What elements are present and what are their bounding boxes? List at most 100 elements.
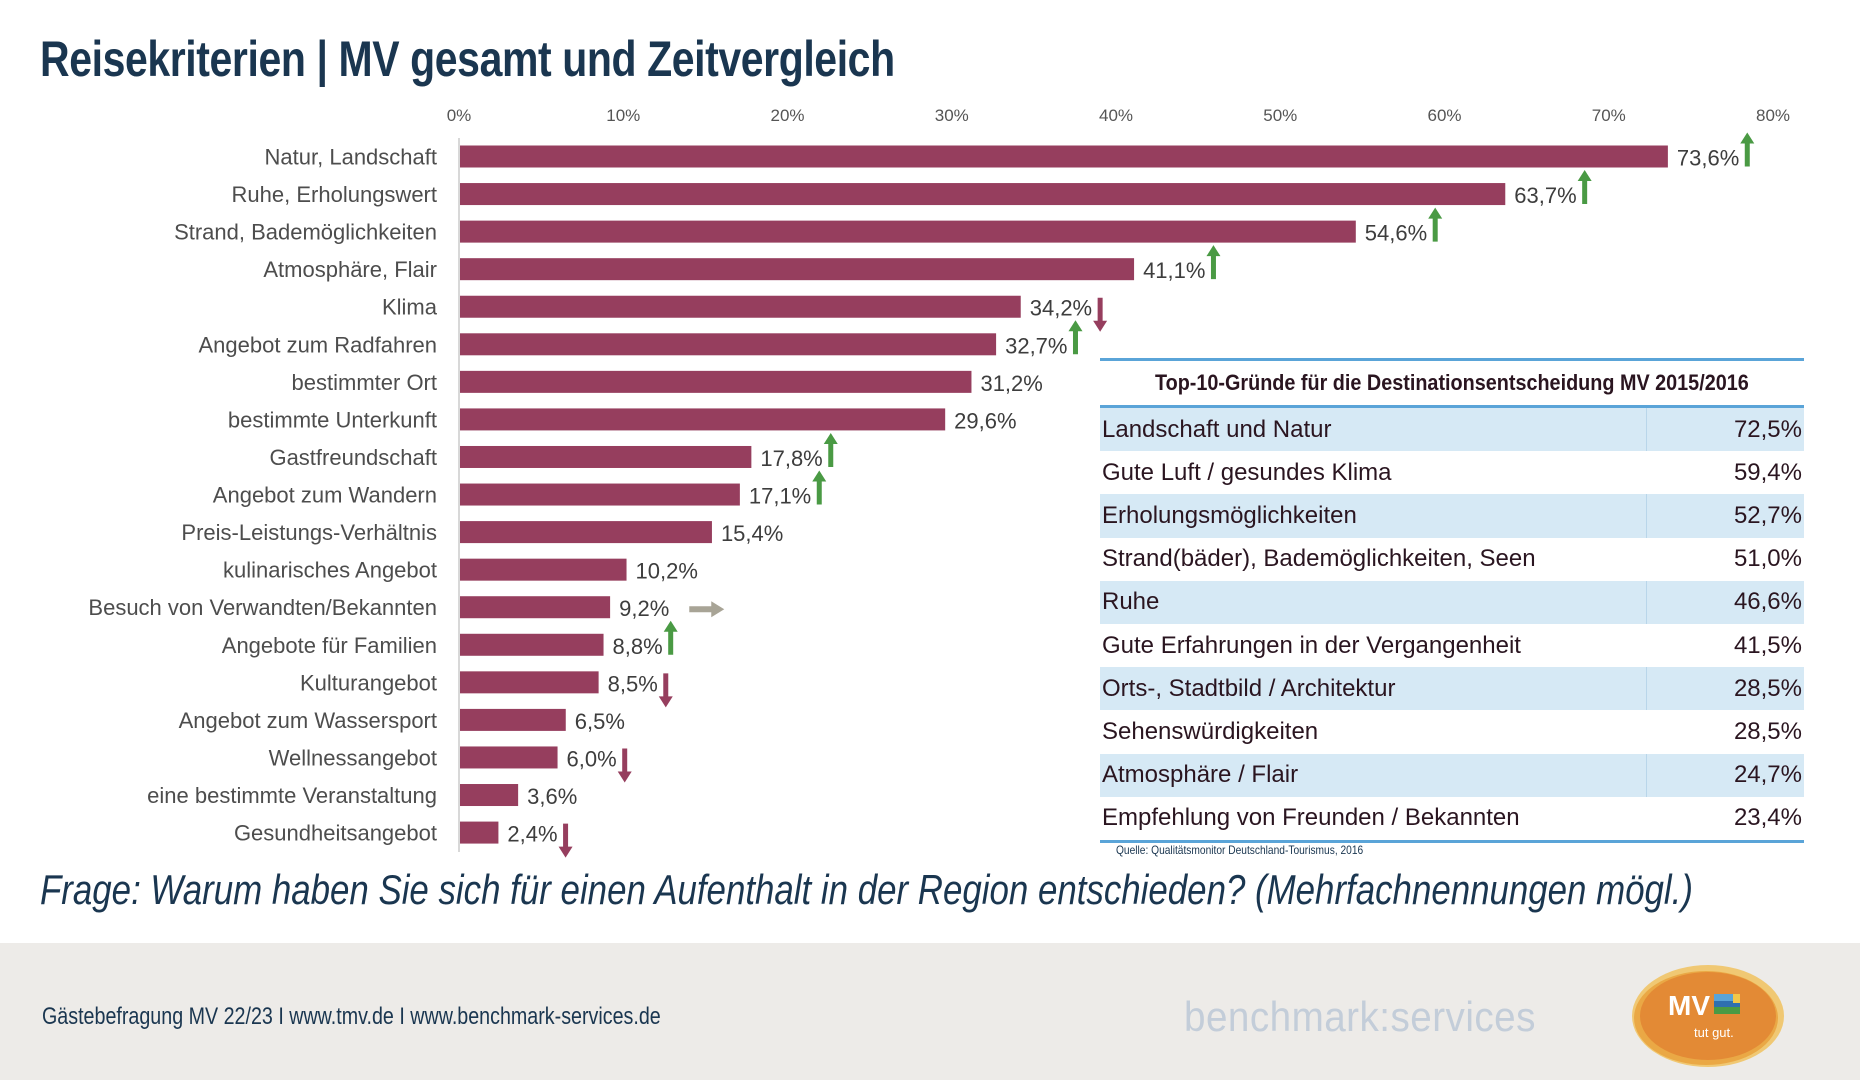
category-label: Angebote für Familien	[222, 633, 437, 658]
table-row-value: 46,6%	[1733, 588, 1802, 616]
category-label: Gastfreundschaft	[269, 445, 437, 470]
value-label: 6,5%	[575, 709, 625, 734]
value-label: 9,2%	[619, 596, 669, 621]
bar	[460, 333, 997, 356]
arrow-right-icon	[689, 601, 725, 618]
mv-logo: MV tut gut.	[1632, 965, 1784, 1067]
table-row-label: Empfehlung von Freunden / Bekannten	[1102, 804, 1520, 832]
table-title: Top-10-Gründe für die Destinationsentsch…	[1100, 361, 1804, 408]
value-label: 10,2%	[636, 559, 698, 584]
bar	[460, 145, 1668, 168]
table-row-value: 52,7%	[1733, 501, 1802, 529]
bar	[460, 784, 519, 807]
brand-logo-text: benchmark:services	[1184, 993, 1536, 1040]
bar	[460, 370, 972, 393]
table-row: Strand(bäder), Bademöglichkeiten, Seen 51…	[1100, 538, 1804, 581]
bar	[460, 521, 712, 544]
bar	[460, 558, 627, 581]
category-label: Natur, Landschaft	[265, 145, 437, 170]
arrow-up-icon	[823, 432, 838, 467]
table-row-value: 28,5%	[1733, 717, 1802, 745]
x-tick-label: 70%	[1592, 106, 1626, 125]
table-row: Sehenswürdigkeiten 28,5%	[1100, 710, 1804, 753]
value-label: 29,6%	[954, 408, 1016, 433]
bar-chart: 0% 10% 20% 30% 40% 50% 60% 70% 80% Natur, Landsc…	[88, 106, 1790, 858]
category-label: Atmosphäre, Flair	[263, 257, 437, 282]
bar	[460, 708, 566, 731]
bar	[460, 258, 1135, 281]
trend-arrows	[558, 132, 1755, 858]
category-label: Angebot zum Wandern	[213, 483, 437, 508]
table-row: Landschaft und Natur 72,5%	[1100, 408, 1804, 452]
value-label: 2,4%	[507, 822, 557, 847]
footer: Gästebefragung MV 22/23 I www.tmv.de I w…	[0, 943, 1860, 1080]
bar	[460, 821, 499, 844]
table-row-label: Strand(bäder), Bademöglichkeiten, Seen	[1102, 545, 1536, 573]
category-label: bestimmter Ort	[292, 370, 437, 395]
value-label: 17,1%	[749, 484, 811, 509]
x-axis-ticks: 0% 10% 20% 30% 40% 50% 60% 70% 80%	[447, 106, 1790, 125]
table-row-label: Gute Luft / gesundes Klima	[1102, 458, 1392, 486]
bar	[460, 633, 604, 656]
bars	[460, 145, 1668, 844]
table-row: Gute Luft / gesundes Klima 59,4%	[1100, 451, 1804, 494]
x-tick-label: 60%	[1427, 106, 1461, 125]
logo-tagline: tut gut.	[1694, 1025, 1734, 1040]
value-label: 15,4%	[721, 521, 783, 546]
category-label: Preis-Leistungs-Verhältnis	[181, 520, 437, 545]
arrow-down-icon	[558, 823, 573, 858]
arrow-up-icon	[1428, 207, 1443, 242]
value-label: 17,8%	[760, 446, 822, 471]
table-row-value: 51,0%	[1733, 545, 1802, 573]
arrow-down-icon	[1093, 297, 1108, 332]
table-row: Gute Erfahrungen in der Vergangenheit 41,…	[1100, 624, 1804, 667]
category-label: eine bestimmte Veranstaltung	[147, 783, 437, 808]
arrow-up-icon	[1068, 320, 1083, 355]
x-tick-label: 50%	[1263, 106, 1297, 125]
value-label: 54,6%	[1365, 221, 1427, 246]
value-label: 6,0%	[567, 746, 617, 771]
table-row: Atmosphäre / Flair 24,7%	[1100, 753, 1804, 797]
value-label: 63,7%	[1514, 183, 1576, 208]
bar	[460, 483, 740, 506]
bar	[460, 746, 558, 769]
arrow-down-icon	[617, 748, 632, 783]
survey-question: Frage: Warum haben Sie sich für einen Au…	[40, 866, 1693, 913]
category-label: Angebot zum Radfahren	[199, 332, 438, 357]
footer-text: Gästebefragung MV 22/23 I www.tmv.de I w…	[42, 1003, 661, 1030]
table-row-value: 24,7%	[1733, 761, 1802, 789]
table-row: Erholungsmöglichkeiten 52,7%	[1100, 494, 1804, 538]
table-row-label: Gute Erfahrungen in der Vergangenheit	[1102, 631, 1521, 659]
table-row: Orts-, Stadtbild / Architektur 28,5%	[1100, 667, 1804, 711]
category-label: Angebot zum Wassersport	[179, 708, 437, 733]
value-label: 31,2%	[980, 371, 1042, 396]
x-tick-label: 40%	[1099, 106, 1133, 125]
table-row-value: 41,5%	[1733, 631, 1802, 659]
table-row-label: Sehenswürdigkeiten	[1102, 717, 1319, 745]
table-row-label: Landschaft und Natur	[1100, 408, 1647, 452]
value-label: 41,1%	[1143, 258, 1205, 283]
arrow-up-icon	[1577, 170, 1592, 205]
category-labels: Natur, Landschaft Ruhe, Erholungswert Stra…	[88, 145, 437, 846]
top10-table: Top-10-Gründe für die Destinationsentsch…	[1100, 358, 1804, 843]
table-row-label: Orts-, Stadtbild / Architektur	[1100, 667, 1647, 711]
value-labels: 73,6% 63,7% 54,6% 41,1% 34,2% 32,7% 31,2% 29,6%…	[507, 146, 1739, 847]
bar	[460, 183, 1506, 206]
table-row-value: 23,4%	[1733, 804, 1802, 832]
bar	[460, 408, 946, 431]
table-row: Ruhe 46,6%	[1100, 580, 1804, 624]
x-tick-label: 20%	[770, 106, 804, 125]
table-body: Landschaft und Natur 72,5% Gute Luft / ges…	[1100, 408, 1804, 843]
arrow-up-icon	[663, 620, 678, 655]
category-label: Kulturangebot	[300, 670, 437, 695]
category-label: Wellnessangebot	[269, 745, 437, 770]
table-row-value: 72,5%	[1733, 415, 1802, 443]
table-row-label: Erholungsmöglichkeiten	[1100, 494, 1647, 538]
page-title: Reisekriterien | MV gesamt und Zeitvergl…	[40, 31, 895, 87]
category-label: kulinarisches Angebot	[223, 558, 437, 583]
category-label: Klima	[382, 295, 438, 320]
bar	[460, 445, 752, 468]
table-row-value: 28,5%	[1733, 674, 1802, 702]
value-label: 34,2%	[1030, 296, 1092, 321]
x-tick-label: 0%	[447, 106, 472, 125]
